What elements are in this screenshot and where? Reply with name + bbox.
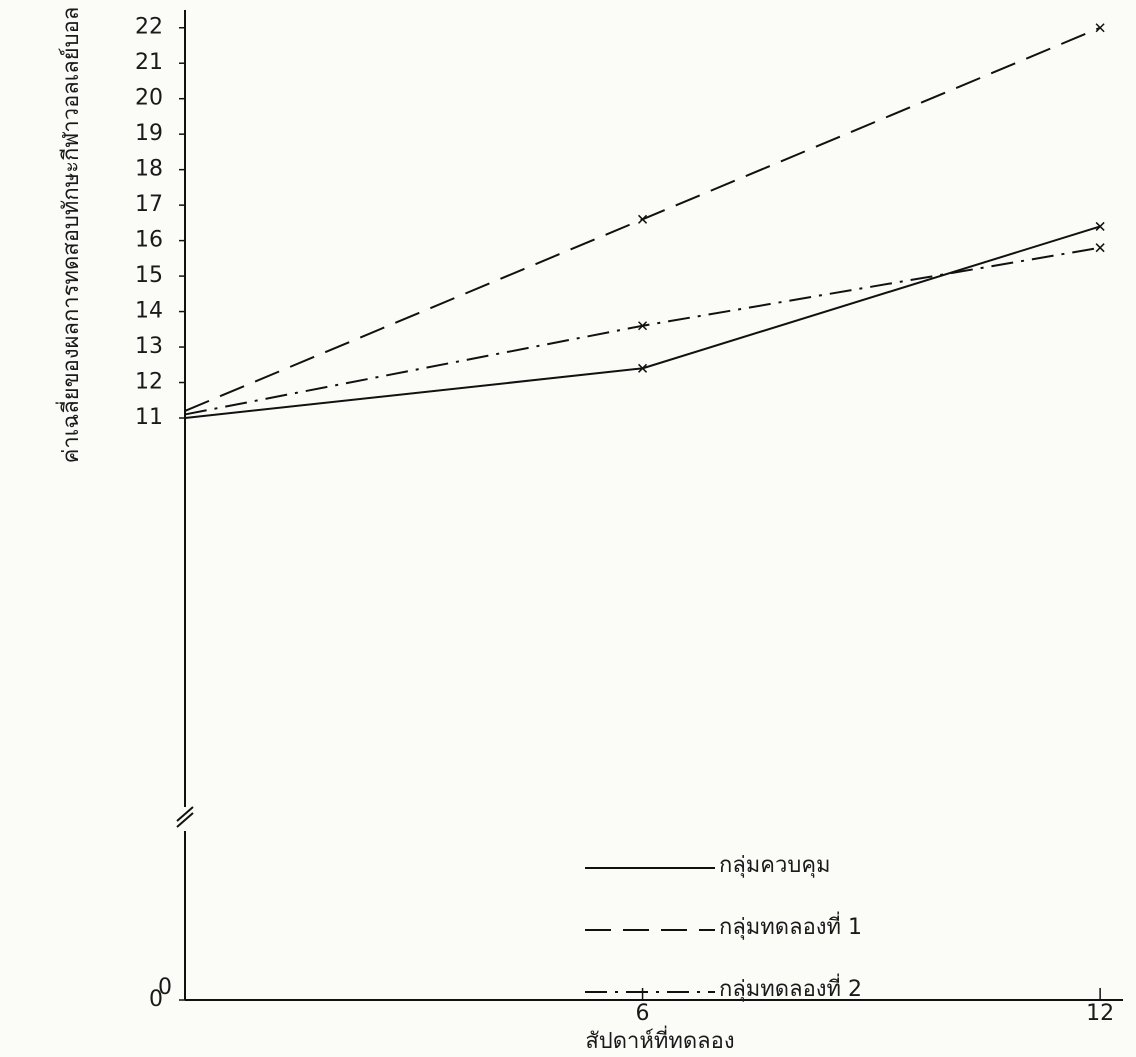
- y-tick-label: 19: [135, 121, 163, 146]
- axis-break: [176, 806, 194, 828]
- point-marker: [1095, 221, 1105, 231]
- y-tick-label: 20: [135, 86, 163, 111]
- series-line: [184, 246, 1101, 416]
- y-tick-label: 22: [135, 15, 163, 40]
- legend-label: กลุ่มทดลองที่ 2: [719, 973, 862, 1002]
- point-marker: [1095, 243, 1105, 253]
- y-tick-label: 15: [135, 263, 163, 288]
- y-tick-label: 21: [135, 50, 163, 75]
- y-tick-label: 0: [149, 987, 163, 1012]
- point-marker: [1095, 23, 1105, 33]
- y-tick-label: 14: [135, 299, 163, 324]
- y-tick-label: 16: [135, 228, 163, 253]
- legend-label: กลุ่มควบคุม: [719, 853, 831, 878]
- x-tick-label: 0: [158, 975, 172, 1000]
- point-marker: [638, 363, 648, 373]
- x-tick-label: 12: [1086, 1001, 1114, 1026]
- y-tick-label: 17: [135, 192, 163, 217]
- legend-label: กลุ่มทดลองที่ 1: [719, 911, 862, 940]
- y-tick-label: 13: [135, 334, 163, 359]
- point-marker: [638, 321, 648, 331]
- y-tick-label: 18: [135, 157, 163, 182]
- x-tick-label: 6: [636, 1001, 650, 1026]
- y-tick-label: 11: [135, 405, 163, 430]
- series-line: [184, 225, 1101, 419]
- x-axis-label: สัปดาห์ที่ทดลอง: [585, 1025, 734, 1054]
- point-marker: [638, 214, 648, 224]
- y-axis-label: ค่าเฉลี่ยของผลการทดสอบทักษะกีฬาวอลเลย์บอ…: [55, 7, 84, 464]
- y-tick-label: 12: [135, 370, 163, 395]
